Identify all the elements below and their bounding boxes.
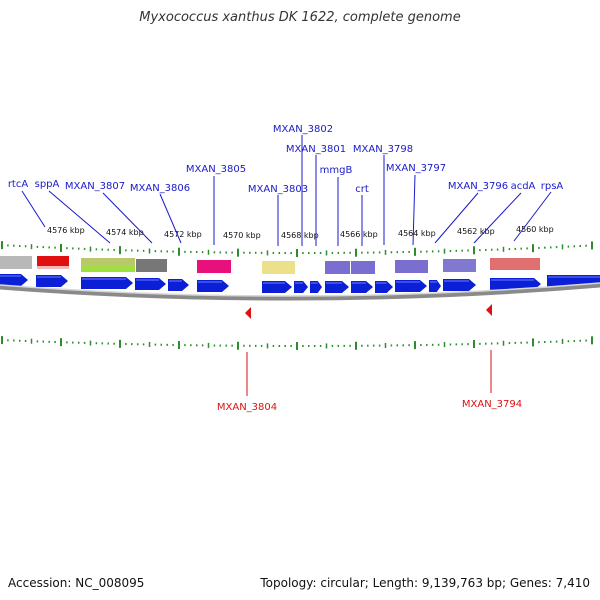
accession-text: Accession: NC_008095 [8, 576, 145, 590]
variant-marker[interactable] [245, 307, 251, 319]
variant-labels: MXAN_3804 MXAN_3794 [217, 399, 522, 413]
cds-arrow-track [0, 274, 600, 293]
genome-summary-text: Topology: circular; Length: 9,139,763 bp… [260, 576, 590, 590]
gene-feature[interactable] [262, 261, 295, 274]
kbp-label: 4568 kbp [281, 231, 319, 240]
gene-label[interactable]: MXAN_3805 [186, 164, 246, 175]
gene-label[interactable]: MXAN_3797 [386, 163, 446, 174]
gene-label[interactable]: rpsA [541, 181, 564, 192]
backbone-highlight [0, 282, 600, 297]
kbp-label: 4574 kbp [106, 228, 144, 237]
cds-arrow[interactable] [375, 281, 393, 293]
gene-label[interactable]: crt [355, 184, 369, 195]
leader-line [412, 174, 416, 246]
gene-label[interactable]: MXAN_3801 [286, 144, 346, 155]
cds-arrow[interactable] [294, 281, 308, 293]
label-leader-lines [21, 135, 552, 246]
gene-label[interactable]: MXAN_3798 [353, 144, 413, 155]
genome-backbone [0, 282, 600, 301]
cds-arrow[interactable] [0, 274, 28, 286]
cds-arrow[interactable] [81, 277, 133, 289]
gene-labels: rtcA sppA MXAN_3807 MXAN_3806 MXAN_3805 … [8, 124, 564, 195]
leader-line [159, 193, 182, 244]
leader-line [473, 192, 522, 244]
cds-arrow[interactable] [310, 281, 322, 293]
leader-line [21, 190, 46, 228]
cds-arrow[interactable] [429, 280, 441, 292]
leader-line [434, 192, 479, 244]
kbp-label: 4572 kbp [164, 230, 202, 239]
gene-feature[interactable] [81, 265, 135, 272]
cds-arrow[interactable] [135, 278, 166, 290]
cds-arrow[interactable] [262, 281, 292, 293]
leader-line [48, 190, 111, 244]
gene-label[interactable]: rtcA [8, 179, 29, 190]
cds-arrow[interactable] [197, 280, 229, 292]
kbp-label: 4566 kbp [340, 230, 378, 239]
gene-feature[interactable] [490, 258, 540, 270]
gene-label[interactable]: MXAN_3807 [65, 181, 125, 192]
bottom-tick-track [1, 336, 593, 350]
leader-line [513, 191, 552, 242]
gene-label[interactable]: sppA [35, 179, 60, 190]
cds-arrow[interactable] [36, 275, 68, 287]
gene-feature[interactable] [136, 259, 167, 272]
cds-arrow[interactable] [168, 279, 189, 291]
variant-label[interactable]: MXAN_3804 [217, 402, 277, 413]
gene-feature[interactable] [197, 260, 231, 273]
cds-arrow[interactable] [325, 281, 349, 293]
kbp-label: 4562 kbp [457, 227, 495, 236]
gene-feature[interactable] [443, 259, 476, 272]
cds-arrow[interactable] [395, 280, 427, 292]
gene-label[interactable]: MXAN_3803 [248, 184, 308, 195]
cds-arrow[interactable] [490, 278, 541, 290]
gene-feature-track [0, 256, 540, 274]
gene-feature[interactable] [37, 256, 69, 269]
variant-leader-lines [246, 350, 492, 396]
kbp-label: 4570 kbp [223, 231, 261, 240]
gene-feature[interactable] [351, 261, 375, 274]
feature-highlight [37, 266, 69, 269]
top-tick-track [1, 241, 593, 257]
cds-arrow[interactable] [443, 279, 476, 291]
gene-label[interactable]: mmgB [320, 165, 353, 176]
variant-marker[interactable] [486, 304, 492, 316]
gene-feature[interactable] [325, 261, 350, 274]
gene-label[interactable]: MXAN_3806 [130, 183, 190, 194]
gene-label[interactable]: MXAN_3796 [448, 181, 508, 192]
variant-label[interactable]: MXAN_3794 [462, 399, 522, 410]
map-title: Myxococcus xanthus DK 1622, complete gen… [139, 10, 461, 25]
leader-line [102, 192, 153, 244]
kbp-scale-labels: 4576 kbp 4574 kbp 4572 kbp 4570 kbp 4568… [47, 225, 554, 240]
cds-arrow[interactable] [351, 281, 373, 293]
gene-label[interactable]: acdA [511, 181, 536, 192]
gene-feature[interactable] [0, 256, 32, 269]
kbp-label: 4564 kbp [398, 229, 436, 238]
gene-feature[interactable] [395, 260, 428, 273]
kbp-label: 4560 kbp [516, 225, 554, 234]
kbp-label: 4576 kbp [47, 226, 85, 235]
gene-label[interactable]: MXAN_3802 [273, 124, 333, 135]
